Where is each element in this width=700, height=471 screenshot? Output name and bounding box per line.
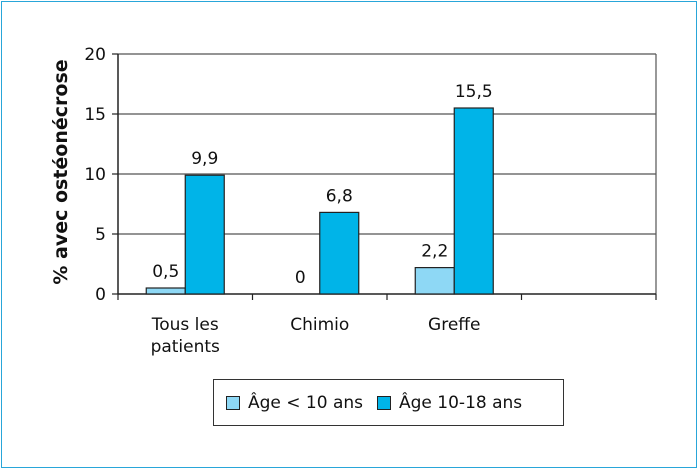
bar-s0-c2 <box>414 267 455 295</box>
x-tick-label-0-line1: patients <box>151 337 220 357</box>
x-tick-label-1: Chimio <box>290 315 349 335</box>
bars <box>145 107 494 295</box>
x-tick-label-0-line0: Tous les <box>151 315 219 335</box>
legend-swatch-under-10 <box>226 395 240 410</box>
legend-item-10-18: Âge 10-18 ans <box>377 393 522 413</box>
legend-label-under-10: Âge < 10 ans <box>248 392 364 413</box>
y-tick-label-5: 5 <box>95 225 106 245</box>
legend-label-10-18: Âge 10-18 ans <box>399 392 523 413</box>
data-label-s1-c0: 9,9 <box>191 149 218 169</box>
x-tick-label-2: Greffe <box>428 315 480 335</box>
y-tick-label-0: 0 <box>95 285 106 305</box>
y-axis-label: % avec ostéonécrose <box>50 59 72 284</box>
data-label-s0-c1: 0 <box>295 268 306 288</box>
data-label-s1-c2: 15,5 <box>455 82 493 102</box>
legend-item-under-10: Âge < 10 ans <box>226 393 363 413</box>
legend: Âge < 10 ans Âge 10-18 ans <box>213 379 564 426</box>
bar-s1-c1 <box>319 211 360 295</box>
y-tick-label-10: 10 <box>84 165 106 185</box>
data-label-s0-c2: 2,2 <box>421 242 448 262</box>
data-label-s0-c0: 0,5 <box>152 262 179 282</box>
legend-swatch-10-18 <box>377 395 392 410</box>
bar-s1-c2 <box>453 107 494 295</box>
bar-s0-c0 <box>145 287 186 295</box>
data-label-s1-c1: 6,8 <box>326 186 353 206</box>
y-tick-label-20: 20 <box>84 45 106 65</box>
bar-s1-c0 <box>184 174 225 295</box>
y-tick-label-15: 15 <box>84 105 106 125</box>
data-labels: 0,5 0 2,2 9,9 6,8 15,5 <box>152 82 492 288</box>
